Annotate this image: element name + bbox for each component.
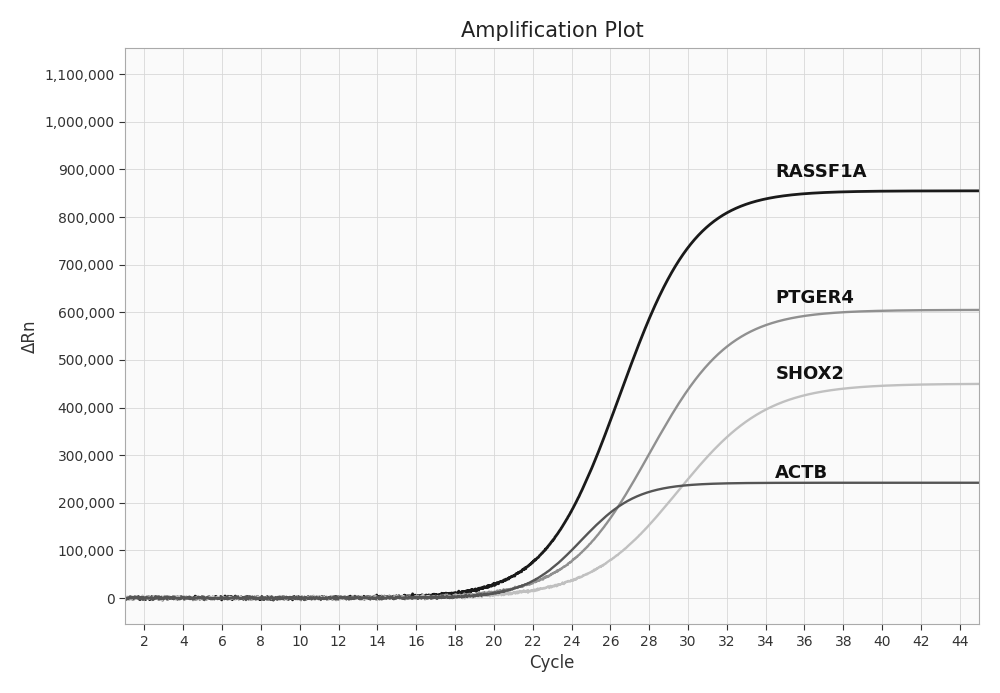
- Text: ACTB: ACTB: [775, 464, 828, 482]
- Title: Amplification Plot: Amplification Plot: [461, 21, 643, 41]
- Y-axis label: ΔRn: ΔRn: [21, 319, 39, 353]
- Text: PTGER4: PTGER4: [775, 289, 854, 307]
- X-axis label: Cycle: Cycle: [529, 654, 575, 672]
- Text: SHOX2: SHOX2: [775, 365, 844, 383]
- Text: RASSF1A: RASSF1A: [775, 163, 867, 181]
